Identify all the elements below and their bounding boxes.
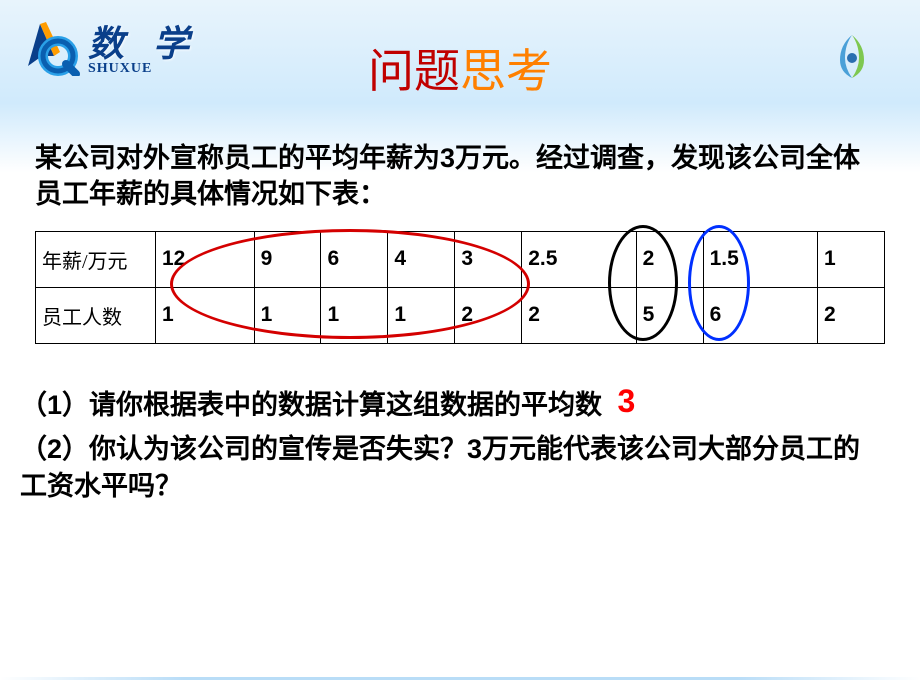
cell: 2 bbox=[817, 287, 884, 343]
question-1-answer: 3 bbox=[618, 383, 636, 419]
slide-header: 数 学 SHUXUE 问题思考 bbox=[0, 0, 920, 115]
cell: 5 bbox=[636, 287, 703, 343]
logo-q-icon bbox=[20, 16, 80, 76]
cell: 3 bbox=[455, 231, 522, 287]
questions-block: （1）请你根据表中的数据计算这组数据的平均数 3 （2）你认为该公司的宣传是否失… bbox=[0, 344, 920, 506]
cell: 4 bbox=[388, 231, 455, 287]
row-header-count: 员工人数 bbox=[36, 287, 156, 343]
table-row-salary: 年薪/万元 12 9 6 4 3 2.5 2 1.5 1 bbox=[36, 231, 885, 287]
question-2: （2）你认为该公司的宣传是否失实？3万元能代表该公司大部分员工的工资水平吗？ bbox=[20, 431, 885, 507]
footer-decoration bbox=[0, 677, 920, 680]
cell: 12 bbox=[156, 231, 255, 287]
cell: 1 bbox=[321, 287, 388, 343]
brand-cn: 数 学 bbox=[88, 15, 199, 67]
cell: 1 bbox=[388, 287, 455, 343]
cell: 2 bbox=[636, 231, 703, 287]
cell: 6 bbox=[321, 231, 388, 287]
cell: 1 bbox=[817, 231, 884, 287]
salary-table-wrap: 年薪/万元 12 9 6 4 3 2.5 2 1.5 1 员工人数 1 1 1 … bbox=[0, 223, 920, 344]
cell: 6 bbox=[703, 287, 817, 343]
row-header-salary: 年薪/万元 bbox=[36, 231, 156, 287]
brand-en: SHUXUE bbox=[88, 61, 152, 77]
slide-title: 问题思考 bbox=[368, 35, 552, 101]
cell: 1.5 bbox=[703, 231, 817, 287]
title-part1: 问题 bbox=[368, 46, 460, 97]
brand-text: 数 学 SHUXUE bbox=[88, 15, 199, 77]
leaf-icon bbox=[825, 30, 880, 85]
cell: 9 bbox=[254, 231, 321, 287]
question-1-line: （1）请你根据表中的数据计算这组数据的平均数 3 bbox=[20, 379, 885, 425]
cell: 2.5 bbox=[522, 231, 636, 287]
intro-paragraph: 某公司对外宣称员工的平均年薪为3万元。经过调查，发现该公司全体员工年薪的具体情况… bbox=[0, 115, 920, 223]
question-1: （1）请你根据表中的数据计算这组数据的平均数 bbox=[20, 390, 602, 420]
cell: 2 bbox=[522, 287, 636, 343]
cell: 1 bbox=[156, 287, 255, 343]
title-part2: 思考 bbox=[460, 46, 552, 97]
cell: 2 bbox=[455, 287, 522, 343]
salary-table: 年薪/万元 12 9 6 4 3 2.5 2 1.5 1 员工人数 1 1 1 … bbox=[35, 231, 885, 344]
cell: 1 bbox=[254, 287, 321, 343]
logo-area: 数 学 SHUXUE bbox=[20, 15, 199, 77]
table-row-count: 员工人数 1 1 1 1 2 2 5 6 2 bbox=[36, 287, 885, 343]
